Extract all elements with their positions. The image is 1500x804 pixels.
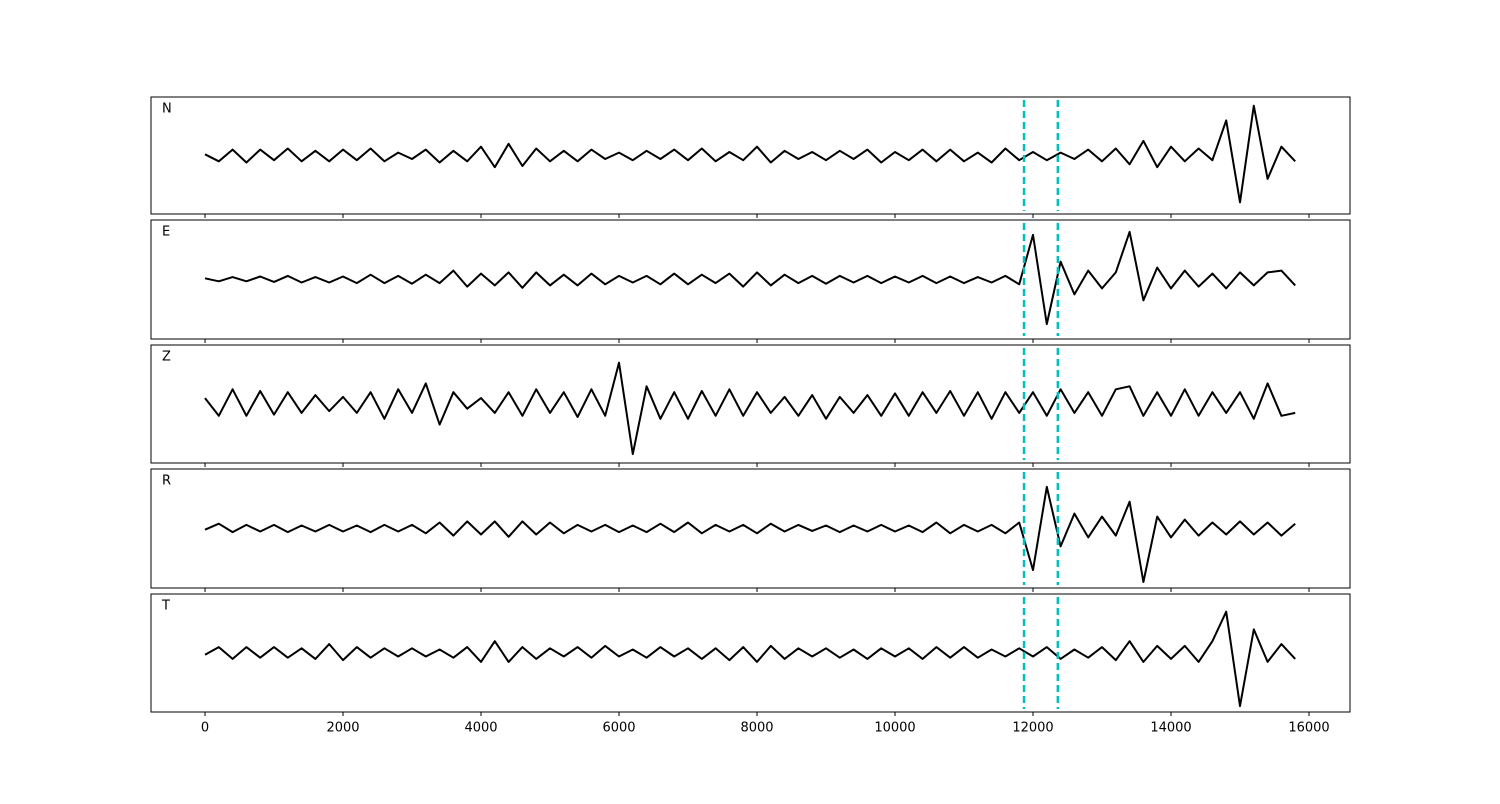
panel-label: R <box>162 474 171 489</box>
x-tick-label: 4000 <box>464 721 497 736</box>
panel-label: Z <box>162 350 171 365</box>
x-tick-label: 12000 <box>1012 721 1053 736</box>
trace <box>204 230 1296 326</box>
panel-frame <box>150 593 1351 713</box>
panel-label: E <box>162 225 170 240</box>
trace <box>204 361 1296 456</box>
panel-frame <box>150 344 1351 464</box>
panel-label: T <box>161 599 170 614</box>
x-tick-label: 2000 <box>326 721 359 736</box>
x-tick-label: 14000 <box>1150 721 1191 736</box>
panel-frame <box>150 468 1351 589</box>
x-tick-label: 10000 <box>874 721 915 736</box>
x-tick-label: 6000 <box>602 721 635 736</box>
trace <box>204 610 1296 708</box>
trace <box>204 104 1296 204</box>
x-tick-label: 0 <box>201 721 209 736</box>
x-tick-label: 8000 <box>740 721 773 736</box>
panel-frame <box>150 96 1351 215</box>
panel-label: N <box>162 102 172 117</box>
panel-frame <box>150 219 1351 340</box>
x-tick-label: 16000 <box>1288 721 1329 736</box>
trace <box>204 485 1296 583</box>
